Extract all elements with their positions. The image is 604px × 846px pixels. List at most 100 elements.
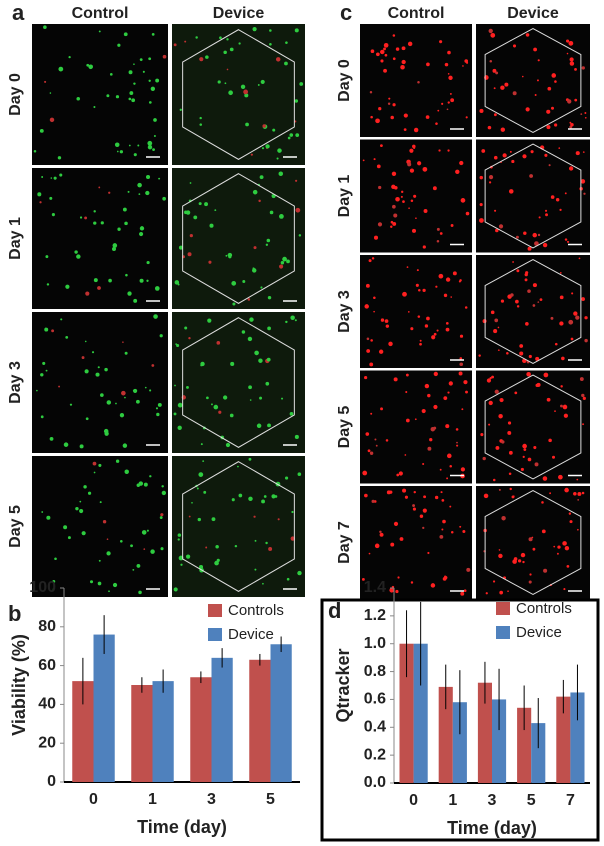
cell-dot	[67, 536, 71, 540]
cell-dot	[561, 356, 565, 361]
cell-dot	[532, 232, 537, 238]
cell-dot	[522, 560, 525, 564]
cell-dot	[383, 68, 387, 73]
x-axis-title: Time (day)	[137, 817, 227, 837]
cell-dot	[539, 298, 543, 301]
cell-dot	[249, 399, 252, 401]
cell-dot	[158, 177, 161, 180]
legend-swatch	[208, 628, 222, 641]
cell-dot	[433, 332, 437, 336]
cell-dot	[507, 590, 509, 592]
cell-dot	[532, 547, 536, 551]
cell-dot	[59, 173, 63, 177]
cell-dot	[162, 196, 166, 201]
cell-dot	[482, 456, 486, 461]
cell-dot	[437, 109, 440, 112]
y-axis-title: Qtracker	[333, 648, 353, 722]
cell-dot	[419, 339, 422, 342]
cell-dot	[543, 568, 548, 573]
cell-dot	[128, 97, 132, 101]
cell-dot	[369, 91, 373, 94]
cell-dot	[389, 587, 395, 593]
cell-dot	[390, 220, 394, 224]
legend-swatch	[496, 626, 510, 639]
cell-dot	[130, 544, 133, 548]
cell-dot	[195, 36, 198, 39]
cell-dot	[142, 70, 145, 73]
x-tick-label: 0	[409, 792, 418, 809]
y-tick-label: 1.4	[364, 579, 386, 596]
cell-dot	[63, 442, 69, 447]
cell-dot	[424, 324, 429, 328]
micrograph	[360, 486, 472, 599]
bar	[492, 699, 507, 783]
cell-dot	[489, 60, 493, 63]
cell-dot	[385, 324, 390, 328]
cell-dot	[433, 404, 438, 410]
cell-dot	[412, 507, 416, 511]
cell-dot	[427, 393, 431, 398]
cell-dot	[482, 319, 487, 324]
cell-dot	[410, 581, 414, 584]
cell-dot	[508, 472, 512, 475]
cell-dot	[426, 316, 430, 321]
cell-dot	[392, 221, 397, 226]
cell-dot	[92, 461, 97, 466]
cell-dot	[108, 191, 111, 194]
cell-dot	[154, 286, 160, 291]
cell-dot	[384, 53, 388, 57]
cell-dot	[87, 491, 92, 495]
cell-dot	[559, 321, 564, 326]
cell-dot	[463, 589, 467, 593]
cell-dot	[390, 115, 394, 120]
cell-dot	[462, 65, 464, 67]
cell-dot	[138, 193, 141, 196]
cell-dot	[578, 257, 581, 260]
cell-dot	[523, 448, 527, 452]
cell-dot	[266, 357, 271, 362]
cell-dot	[483, 493, 489, 499]
cell-dot	[426, 62, 430, 67]
cell-dot	[370, 49, 375, 54]
cell-dot	[112, 243, 118, 248]
cell-dot	[547, 86, 552, 91]
cell-dot	[248, 496, 253, 502]
cell-dot	[276, 157, 279, 160]
cell-dot	[398, 471, 403, 476]
cell-dot	[566, 52, 569, 55]
device-outline	[484, 258, 582, 365]
cell-dot	[580, 179, 586, 184]
cell-dot	[433, 371, 438, 377]
chart-frame	[320, 598, 600, 842]
panel-label: a	[12, 0, 25, 25]
cell-dot	[410, 327, 414, 331]
cell-dot	[211, 403, 213, 406]
bar	[531, 723, 546, 783]
cell-dot	[98, 559, 101, 562]
cell-dot	[400, 195, 403, 198]
cell-dot	[103, 428, 109, 434]
micrograph	[360, 370, 472, 484]
cell-dot	[573, 491, 577, 496]
cell-dot	[191, 501, 193, 504]
micrograph	[32, 24, 168, 165]
bar	[570, 692, 585, 783]
cell-dot	[489, 377, 492, 380]
row-label: Day 0	[336, 59, 353, 102]
cell-dot	[269, 210, 274, 215]
cell-dot	[581, 393, 585, 398]
device-outline	[182, 317, 295, 448]
cell-dot	[490, 310, 495, 315]
cell-dot	[262, 582, 264, 585]
cell-dot	[208, 260, 212, 264]
cell-dot	[269, 42, 272, 46]
cell-dot	[43, 25, 47, 30]
cell-dot	[93, 221, 97, 225]
cell-dot	[117, 43, 121, 47]
cell-dot	[415, 283, 419, 287]
cell-dot	[582, 151, 585, 153]
cell-dot	[423, 209, 428, 213]
cell-dot	[441, 528, 444, 531]
cell-dot	[417, 161, 422, 166]
cell-dot	[447, 101, 450, 104]
